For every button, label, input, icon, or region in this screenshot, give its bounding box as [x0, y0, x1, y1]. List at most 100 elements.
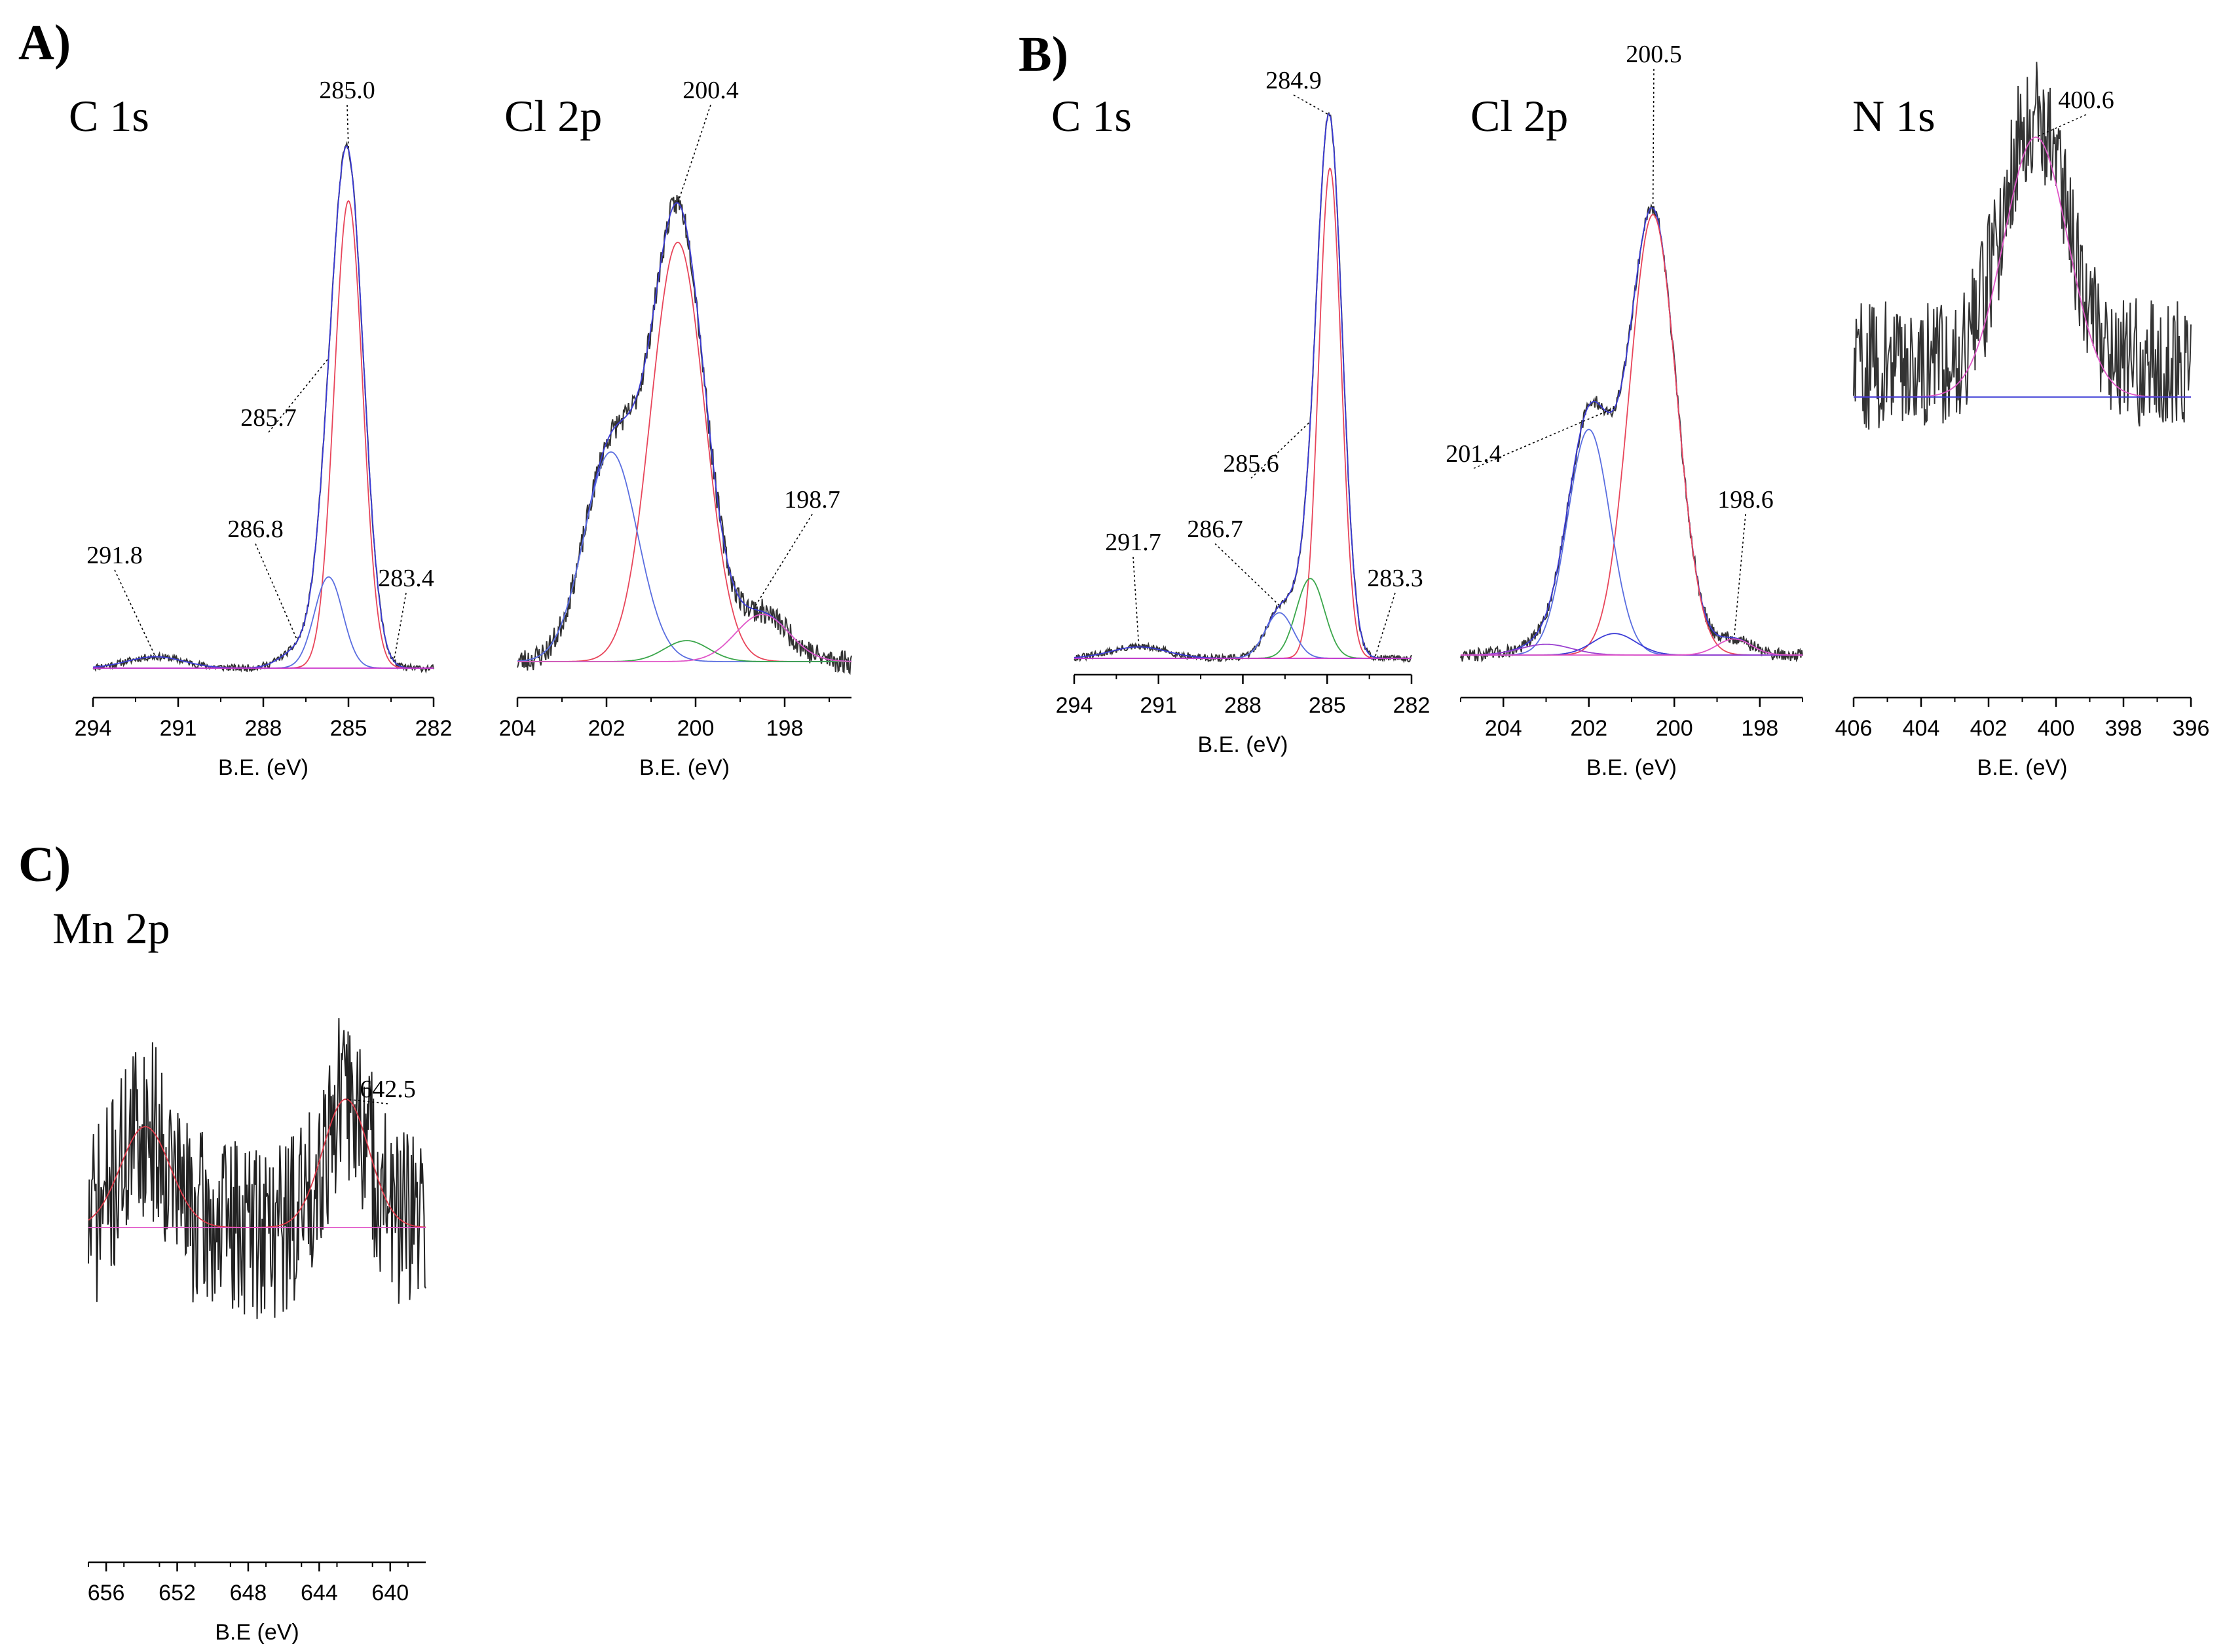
x-axis-title: B.E. (eV)	[1198, 732, 1288, 757]
peak-leader-line	[1132, 556, 1140, 647]
x-tick-label: 198	[1741, 716, 1778, 741]
x-tick-label: 285	[1309, 693, 1346, 718]
peak-leader-line	[677, 104, 711, 204]
x-tick-label: 396	[2173, 716, 2210, 741]
peak-label: 642.5	[360, 1076, 416, 1103]
x-tick-label: 402	[1970, 716, 2008, 741]
peak-label: 291.8	[86, 542, 143, 569]
peak-leader-line	[268, 358, 329, 433]
x-tick-label: 202	[1570, 716, 1607, 741]
panel-letter-b: B)	[1019, 27, 1068, 82]
spectrum-title: C 1s	[69, 91, 149, 141]
x-tick-label: 288	[1224, 693, 1262, 718]
peak-leader-line	[1293, 94, 1330, 116]
x-axis-title: B.E (eV)	[215, 1620, 299, 1645]
x-tick-label: 285	[330, 716, 367, 741]
peak-label: 198.6	[1717, 486, 1774, 514]
x-tick-label: 291	[160, 716, 197, 741]
chart-a-c1s: C 1s 294 291 288 285 282 B.E. (eV) 285.0 285.7 28…	[69, 77, 452, 780]
x-tick-label: 404	[1903, 716, 1940, 741]
peak-label: 201.4	[1446, 440, 1502, 468]
peak-label: 198.7	[784, 486, 840, 514]
chart-b-c1s: C 1s 294 291 288 285 282 B.E. (eV) 284.9 285.6 28…	[1051, 67, 1430, 757]
peak-label: 285.6	[1223, 450, 1279, 478]
x-tick-label: 200	[677, 716, 715, 741]
peak-leader-line	[393, 592, 407, 662]
peak-leader-line	[346, 104, 349, 149]
x-tick-label: 294	[75, 716, 112, 741]
x-tick-label: 282	[1393, 693, 1430, 718]
peak-label: 284.9	[1265, 67, 1322, 94]
x-tick-label: 282	[415, 716, 453, 741]
x-axis-title: B.E. (eV)	[1977, 755, 2068, 780]
peak-leader-line	[1652, 68, 1655, 208]
x-tick-label: 198	[766, 716, 804, 741]
spectrum-title: N 1s	[1852, 91, 1935, 141]
peak-label: 286.7	[1187, 516, 1243, 543]
series-raw	[1853, 62, 2192, 430]
series-raw	[517, 195, 852, 675]
peak-leader-line	[1733, 514, 1746, 638]
peak-label: 200.5	[1626, 41, 1682, 68]
series-cl-2p1-2	[517, 451, 851, 662]
x-tick-label: 200	[1656, 716, 1693, 741]
spectrum-title: Mn 2p	[52, 903, 170, 953]
x-tick-label: 291	[1140, 693, 1177, 718]
peak-label: 200.4	[682, 77, 739, 104]
series-envelope	[92, 145, 434, 669]
peak-leader-line	[255, 543, 298, 641]
peak-label: 285.0	[319, 77, 375, 104]
chart-c-mn2p: Mn 2p 656 652 648 644 640 B.E (eV) 642.5	[52, 903, 426, 1645]
x-tick-label: 652	[159, 1581, 196, 1605]
x-tick-label: 400	[2038, 716, 2075, 741]
series-envelope	[1074, 113, 1412, 659]
x-tick-label: 202	[588, 716, 626, 741]
panel-letter-c: C)	[18, 837, 71, 892]
series-cl-2p3-2	[1461, 214, 1803, 656]
peak-label: 283.4	[378, 565, 434, 592]
series-cl-2p1-2	[1461, 428, 1803, 656]
series-cl-2p3-2	[517, 242, 851, 662]
x-axis-title: B.E. (eV)	[1586, 755, 1677, 780]
series-raw	[88, 1018, 426, 1319]
peak-leader-line	[2035, 114, 2087, 138]
x-tick-label: 648	[230, 1581, 267, 1605]
series-envelope	[1461, 206, 1803, 656]
peak-label: 285.7	[240, 404, 297, 432]
panel-letter-a: A)	[18, 15, 71, 70]
chart-b-cl2p: Cl 2p 204 202 200 198 B.E. (eV) 200.5 201.4 198.…	[1446, 41, 1803, 780]
peak-leader-line	[753, 514, 813, 610]
series-raw	[1460, 203, 1803, 663]
series-raw	[1074, 111, 1412, 664]
series-minor-2	[517, 614, 851, 662]
x-tick-label: 406	[1835, 716, 1873, 741]
x-axis-title: B.E. (eV)	[218, 755, 309, 780]
spectrum-title: Cl 2p	[1470, 91, 1568, 141]
x-axis-title: B.E. (eV)	[639, 755, 730, 780]
peak-leader-line	[1214, 543, 1280, 606]
peak-label: 286.8	[227, 516, 284, 543]
x-tick-label: 640	[371, 1581, 409, 1605]
peak-label: 283.3	[1367, 565, 1423, 592]
x-tick-label: 204	[1485, 716, 1522, 741]
series-c-c	[1074, 167, 1412, 659]
spectrum-title: C 1s	[1051, 91, 1132, 141]
series-envelope	[517, 202, 851, 662]
x-tick-label: 294	[1056, 693, 1093, 718]
series-c-o	[1074, 612, 1412, 659]
peak-label: 291.7	[1105, 529, 1161, 556]
peak-leader-line	[114, 569, 157, 657]
chart-a-cl2p: Cl 2p 204 202 200 198 B.E. (eV) 200.4 198.7	[499, 77, 852, 780]
x-tick-label: 644	[301, 1581, 338, 1605]
x-tick-label: 204	[499, 716, 536, 741]
x-tick-label: 656	[88, 1581, 125, 1605]
peak-label: 400.6	[2058, 86, 2114, 114]
peak-leader-line	[1374, 592, 1396, 658]
spectrum-title: Cl 2p	[504, 91, 602, 141]
chart-b-n1s: N 1s 406 404 402 400 398 396 B.E. (eV) 400.6	[1835, 62, 2210, 780]
series-c-c	[93, 200, 434, 669]
x-tick-label: 398	[2105, 716, 2142, 741]
series-minor-3	[1461, 638, 1803, 656]
x-tick-label: 288	[245, 716, 282, 741]
